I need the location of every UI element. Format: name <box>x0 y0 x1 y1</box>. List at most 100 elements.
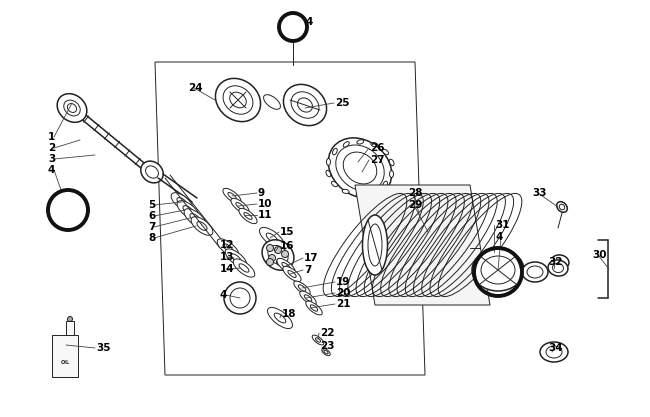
Ellipse shape <box>556 202 567 212</box>
Ellipse shape <box>306 301 322 315</box>
Ellipse shape <box>310 305 318 311</box>
Text: 30: 30 <box>592 250 606 260</box>
Text: 23: 23 <box>320 341 335 351</box>
Ellipse shape <box>343 152 377 184</box>
Circle shape <box>276 259 283 266</box>
Circle shape <box>230 288 250 308</box>
Text: 34: 34 <box>548 343 563 353</box>
Polygon shape <box>66 321 74 335</box>
Circle shape <box>274 246 281 254</box>
Text: 27: 27 <box>370 155 385 165</box>
Ellipse shape <box>190 214 200 222</box>
Ellipse shape <box>315 338 320 342</box>
Ellipse shape <box>522 262 548 282</box>
Ellipse shape <box>268 246 288 264</box>
Ellipse shape <box>324 350 328 354</box>
Text: 11: 11 <box>258 210 272 220</box>
Ellipse shape <box>272 247 284 257</box>
Text: 33: 33 <box>532 188 547 198</box>
Ellipse shape <box>368 224 382 266</box>
Ellipse shape <box>282 263 290 269</box>
Text: 4: 4 <box>495 232 502 242</box>
Polygon shape <box>52 335 78 377</box>
Ellipse shape <box>312 335 324 345</box>
Ellipse shape <box>184 208 206 227</box>
Text: 24: 24 <box>188 83 203 93</box>
Ellipse shape <box>231 198 249 214</box>
Circle shape <box>281 251 289 258</box>
Ellipse shape <box>326 158 330 166</box>
Ellipse shape <box>343 142 349 147</box>
Text: 28: 28 <box>408 188 422 198</box>
Text: 13: 13 <box>220 252 235 262</box>
Ellipse shape <box>389 159 394 166</box>
Text: 29: 29 <box>408 200 422 210</box>
Ellipse shape <box>64 100 80 116</box>
Ellipse shape <box>342 189 349 193</box>
Ellipse shape <box>268 307 293 329</box>
Circle shape <box>266 259 274 266</box>
Ellipse shape <box>328 138 392 198</box>
Text: 12: 12 <box>220 240 235 250</box>
Text: 1: 1 <box>48 132 55 142</box>
Text: 2: 2 <box>48 143 55 153</box>
Ellipse shape <box>263 95 280 109</box>
Text: 15: 15 <box>280 227 294 237</box>
Ellipse shape <box>283 266 301 281</box>
Circle shape <box>68 317 73 322</box>
Ellipse shape <box>274 313 286 323</box>
Ellipse shape <box>197 221 207 230</box>
Text: 22: 22 <box>320 328 335 338</box>
Text: 9: 9 <box>258 188 265 198</box>
Ellipse shape <box>231 254 241 262</box>
Polygon shape <box>355 185 490 305</box>
Text: 4: 4 <box>305 17 313 27</box>
Ellipse shape <box>304 295 312 301</box>
Ellipse shape <box>383 181 387 188</box>
Ellipse shape <box>177 201 199 219</box>
Ellipse shape <box>322 348 330 356</box>
Text: 31: 31 <box>495 220 510 230</box>
Ellipse shape <box>171 193 193 211</box>
Ellipse shape <box>233 259 255 277</box>
Ellipse shape <box>546 346 562 358</box>
Text: 8: 8 <box>148 233 155 243</box>
Ellipse shape <box>244 213 252 219</box>
Ellipse shape <box>332 181 337 187</box>
Text: 6: 6 <box>148 211 155 221</box>
Ellipse shape <box>336 145 384 191</box>
Ellipse shape <box>228 193 236 199</box>
Text: 35: 35 <box>96 343 110 353</box>
Ellipse shape <box>141 161 163 183</box>
Ellipse shape <box>552 264 564 273</box>
Ellipse shape <box>472 249 524 291</box>
Ellipse shape <box>223 244 233 252</box>
Ellipse shape <box>191 217 213 235</box>
Ellipse shape <box>57 94 87 122</box>
Ellipse shape <box>217 239 239 257</box>
Ellipse shape <box>223 188 241 203</box>
Text: 14: 14 <box>220 264 235 274</box>
Ellipse shape <box>277 259 295 274</box>
Ellipse shape <box>291 92 319 118</box>
Text: 4: 4 <box>220 290 228 300</box>
Text: 25: 25 <box>335 98 350 108</box>
Ellipse shape <box>481 256 515 284</box>
Ellipse shape <box>370 189 377 194</box>
Ellipse shape <box>283 84 326 126</box>
Ellipse shape <box>333 148 337 155</box>
Text: 10: 10 <box>258 199 272 209</box>
Ellipse shape <box>548 260 568 276</box>
Text: 21: 21 <box>336 299 350 309</box>
Ellipse shape <box>298 285 306 291</box>
Text: 20: 20 <box>336 288 350 298</box>
Ellipse shape <box>259 227 285 249</box>
Ellipse shape <box>177 198 187 206</box>
Ellipse shape <box>540 342 568 362</box>
Ellipse shape <box>326 170 331 177</box>
Ellipse shape <box>223 86 253 114</box>
Circle shape <box>48 190 88 230</box>
Text: 26: 26 <box>370 143 385 153</box>
Ellipse shape <box>262 240 294 270</box>
Ellipse shape <box>229 92 246 108</box>
